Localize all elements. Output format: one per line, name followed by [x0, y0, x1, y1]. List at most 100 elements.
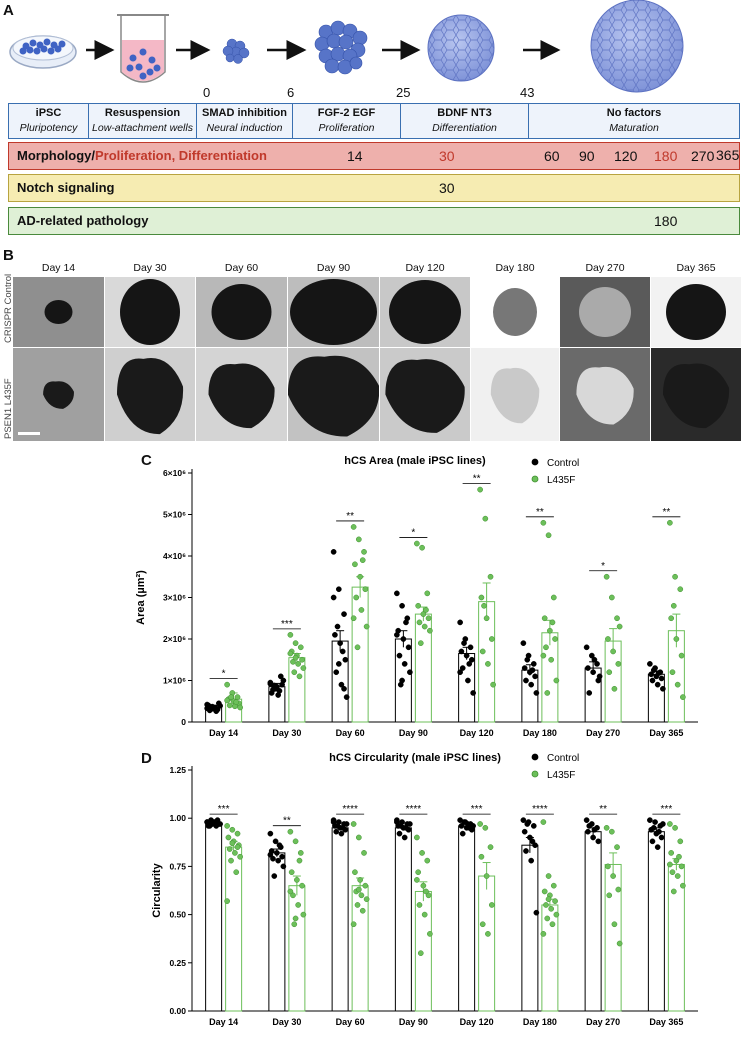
data-point [427, 931, 433, 937]
data-point [483, 873, 490, 879]
day-tick-43: 43 [520, 85, 535, 100]
micrograph-mutant [560, 348, 650, 441]
data-point [401, 661, 408, 667]
data-point [479, 921, 486, 928]
small-aggregate-icon [222, 38, 250, 64]
data-point [615, 661, 622, 667]
morph-day: 270 [691, 148, 715, 164]
micrograph-day-label: Day 270 [585, 262, 625, 274]
data-point [530, 823, 537, 829]
micrograph-mutant [105, 348, 195, 441]
data-point [224, 681, 230, 688]
data-point [407, 669, 413, 676]
micrograph-mutant [471, 348, 559, 441]
data-point [272, 838, 279, 845]
data-point [596, 673, 603, 680]
data-point [355, 886, 362, 893]
micrograph-day-label: Day 60 [224, 262, 259, 274]
data-point [550, 882, 557, 889]
data-point [674, 681, 681, 688]
micrograph-mutant [196, 348, 287, 441]
data-point [479, 648, 486, 655]
data-point [267, 851, 274, 858]
micrograph-control [288, 277, 379, 347]
y-tick-label: 2×10⁶ [163, 634, 186, 644]
data-point [481, 602, 487, 609]
data-point [650, 824, 657, 831]
data-point [403, 824, 409, 831]
organoid-medium-icon [427, 14, 495, 82]
data-point [477, 821, 483, 827]
day-tick-25: 25 [396, 85, 411, 100]
data-point [335, 586, 342, 593]
data-point [357, 877, 363, 883]
data-point [482, 824, 489, 831]
legend-marker [531, 753, 539, 761]
data-point [485, 931, 491, 937]
data-point [603, 573, 610, 580]
legend-label: Control [547, 458, 579, 469]
data-point [233, 869, 240, 876]
micrograph-day-label: Day 120 [405, 262, 445, 274]
data-point [658, 675, 665, 682]
significance-label: ** [346, 511, 354, 522]
data-point [583, 644, 590, 651]
data-point [354, 644, 361, 651]
data-point [532, 842, 538, 849]
chart-title: hCS Circularity (male iPSC lines) [329, 752, 501, 764]
data-point [229, 826, 236, 833]
stage-sub: Differentiation [432, 122, 497, 134]
data-point [591, 826, 598, 833]
data-point [527, 834, 533, 841]
bar [205, 823, 223, 1012]
data-point [396, 652, 403, 659]
data-point [287, 828, 294, 835]
data-point [678, 863, 685, 870]
data-point [291, 921, 298, 928]
data-point [524, 821, 531, 827]
data-point [590, 834, 596, 841]
data-point [478, 594, 485, 601]
legend-marker [531, 475, 539, 483]
data-point [234, 844, 241, 850]
row-label-mutant: PSEN1 L435F [3, 378, 14, 439]
data-point [290, 892, 296, 899]
data-point [654, 681, 661, 688]
x-tick-label: Day 270 [586, 1017, 620, 1027]
data-point [279, 853, 285, 860]
stage-head: Resuspension [104, 107, 181, 119]
data-point [550, 594, 557, 601]
y-tick-label: 0.75 [169, 861, 186, 871]
data-point [543, 902, 549, 908]
data-point [487, 844, 494, 850]
data-point [545, 896, 552, 903]
significance-label: *** [471, 804, 483, 815]
significance-label: * [601, 561, 605, 572]
data-point [543, 644, 549, 651]
y-tick-label: 3×10⁶ [163, 593, 186, 603]
data-point [419, 544, 425, 551]
ad-day: 180 [654, 213, 678, 229]
data-point [485, 661, 491, 667]
data-point [399, 602, 405, 609]
stage-smad: SMAD inhibition Neural induction [197, 104, 293, 138]
data-point [394, 819, 400, 825]
data-point [287, 650, 294, 657]
data-point [275, 857, 282, 864]
data-point [299, 882, 305, 889]
data-point [333, 669, 340, 676]
data-point [355, 834, 362, 841]
data-point [330, 819, 337, 825]
panel-letter-d: D [141, 750, 152, 767]
x-tick-label: Day 365 [649, 1017, 683, 1027]
data-point [549, 921, 556, 928]
data-point [291, 669, 298, 676]
data-point [352, 869, 358, 876]
data-point [614, 844, 620, 850]
spheroid-blob [666, 284, 726, 340]
data-point [333, 828, 340, 835]
data-point [421, 623, 428, 630]
morph-day: 120 [614, 148, 638, 164]
data-point [649, 677, 656, 684]
stage-head: FGF-2 EGF [317, 107, 376, 119]
